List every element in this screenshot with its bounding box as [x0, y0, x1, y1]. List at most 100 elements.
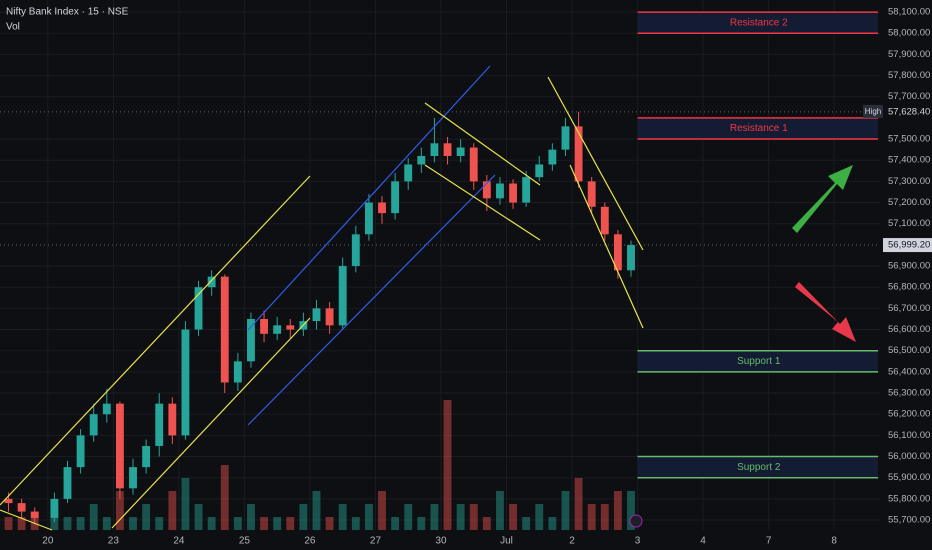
y-tick-label: 57,300.00 [888, 176, 930, 187]
y-tick-label: 56,000.00 [888, 451, 930, 462]
price-axis [880, 0, 932, 550]
y-tick-label: 57,400.00 [888, 155, 930, 166]
zone-box [637, 456, 878, 478]
y-tick-label: 56,500.00 [888, 345, 930, 356]
volume-bar [574, 478, 583, 530]
event-icon[interactable] [629, 514, 643, 528]
candle-body [535, 164, 544, 178]
y-tick-label: 57,200.00 [888, 197, 930, 208]
trend-line [247, 65, 491, 331]
candle-body [129, 467, 137, 489]
candle-body [391, 181, 400, 214]
volume-bar [115, 491, 124, 530]
volume-label: Vol [6, 22, 20, 33]
y-tick-label: 56,400.00 [888, 366, 930, 377]
y-tick-label: 58,100.00 [888, 7, 930, 18]
grid [0, 0, 880, 530]
volume-bar [391, 517, 400, 530]
y-tick-label: 57,500.00 [888, 134, 930, 145]
last-price-tag [883, 238, 932, 253]
trend-line [547, 76, 644, 251]
x-tick-label: 25 [239, 536, 251, 547]
volume-bar [417, 517, 426, 530]
volume-bar [129, 517, 137, 530]
candle-body [168, 403, 177, 436]
x-tick-label: 3 [635, 536, 641, 547]
candle-body [496, 183, 504, 199]
volume-bar [181, 478, 190, 530]
candle-body [351, 234, 360, 267]
volume-bar [496, 491, 504, 530]
zone-label: Support 1 [737, 356, 781, 367]
volume-bar [102, 517, 111, 530]
volume-bar [17, 517, 26, 530]
candle-body [443, 143, 452, 156]
trend-line [569, 164, 644, 329]
zone-label: Support 2 [737, 462, 781, 473]
volume-bar [561, 491, 570, 530]
candle-body [613, 234, 622, 271]
trend-line [0, 509, 53, 531]
volume-bar [325, 517, 334, 530]
y-tick-label: 56,600.00 [888, 324, 930, 335]
volume-bar [430, 504, 439, 530]
trend-line [424, 164, 541, 241]
candle-body [102, 403, 111, 415]
candle-body [364, 202, 373, 235]
candle-body [50, 498, 59, 518]
x-tick-label: 8 [831, 536, 837, 547]
x-tick-label: 23 [108, 536, 120, 547]
candle-body [561, 126, 570, 150]
y-tick-label: 55,800.00 [888, 493, 930, 504]
candle-body [76, 435, 85, 468]
high-value: 57,628.40 [888, 106, 930, 117]
high-tag-label: High [865, 107, 881, 116]
y-tick-label: 56,100.00 [888, 430, 930, 441]
candle-body [430, 143, 439, 156]
volume-bar [273, 517, 282, 530]
volume-bar [76, 517, 85, 530]
x-tick-label: Jul [500, 536, 513, 547]
volume-bar [351, 517, 360, 530]
volume-bar [220, 465, 229, 530]
candle-body [4, 498, 13, 504]
y-tick-label: 55,900.00 [888, 472, 930, 483]
x-tick-label: 2 [569, 536, 575, 547]
trend-line [0, 175, 311, 506]
zone-box [637, 350, 878, 372]
volume-bar [535, 504, 544, 530]
x-tick-label: 26 [304, 536, 316, 547]
volume-bar [63, 517, 72, 530]
axes: 55,700.00 55,800.00 55,900.00 56,000.00 56,1… [42, 7, 932, 547]
y-tick-label: 56,800.00 [888, 282, 930, 293]
volume-bar [194, 504, 203, 530]
volume-bar [509, 504, 517, 530]
x-tick-label: 30 [435, 536, 447, 547]
zone-label: Resistance 2 [730, 17, 788, 28]
candle-body [574, 126, 583, 182]
high-tag [863, 104, 883, 118]
arrows [792, 165, 856, 342]
volume-bar [286, 517, 295, 530]
candle-body [417, 155, 426, 165]
candle-body [325, 308, 334, 326]
candle-body [17, 503, 26, 512]
zone-box [637, 12, 878, 34]
candle-body [260, 318, 268, 334]
x-tick-label: 24 [173, 536, 185, 547]
candle-body [404, 164, 413, 182]
x-tick-label: 7 [766, 536, 772, 547]
x-tick-label: 20 [42, 536, 54, 547]
volume-bar [312, 491, 321, 530]
trend-line [424, 102, 541, 186]
volume-bar [456, 504, 465, 530]
trend-line [247, 174, 496, 426]
volume-bar [168, 491, 177, 530]
candle-body [273, 325, 282, 334]
y-tick-label: 57,900.00 [888, 49, 930, 60]
candle-body [233, 361, 242, 383]
y-tick-label: 56,300.00 [888, 388, 930, 399]
candle-body [220, 276, 229, 383]
